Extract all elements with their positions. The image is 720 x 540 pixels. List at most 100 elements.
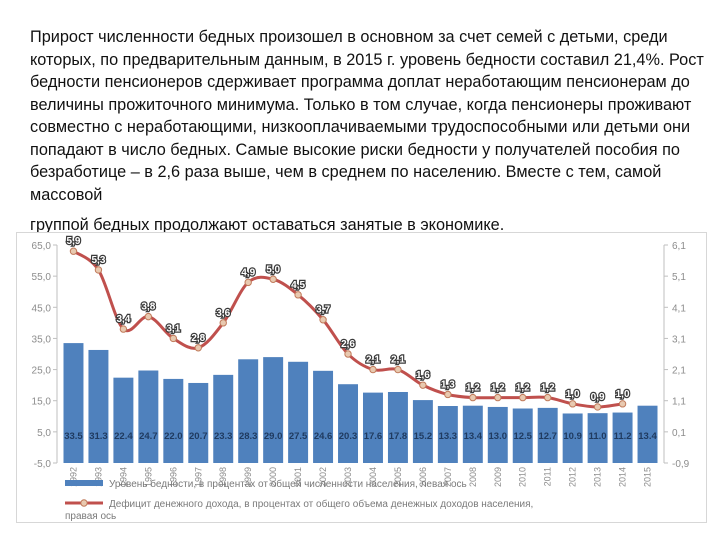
bar [88, 349, 109, 463]
x-axis-tick-label: 2008 [468, 467, 478, 487]
x-axis-tick-label: 1999 [243, 467, 253, 487]
bar [138, 370, 159, 463]
bar-value-label: 12.5 [513, 431, 532, 442]
bar [288, 361, 309, 463]
line-value-label: 0,9 [591, 392, 605, 403]
line-point [144, 312, 153, 321]
left-axis-tick-label: 15,0 [32, 397, 52, 408]
bar-value-label: 24.6 [314, 431, 333, 442]
bar [63, 343, 84, 463]
line-point [294, 291, 302, 299]
slide-paragraph-last-line: группой бедных продолжают оставаться зан… [30, 216, 505, 234]
bar-value-label: 11.0 [589, 431, 607, 442]
line-value-label: 1,2 [491, 383, 505, 394]
bar-value-label: 13.4 [638, 431, 657, 442]
line-value-label: 3,1 [166, 323, 180, 334]
legend-entry-bars: Уровень бедности, в процентах от общей ч… [109, 478, 467, 490]
bar-value-label: 20.7 [189, 431, 208, 442]
line-value-label: 2,6 [341, 339, 355, 350]
slide-paragraph: Прирост численности бедных произошел в о… [30, 28, 704, 204]
bar-value-label: 13.0 [489, 431, 508, 442]
poverty-chart: -5,0 5,0 15,0 25,0 35,0 45,0 55,0 65,0 -0,9 0,1 1,… [32, 235, 690, 522]
x-axis-tick-label: 2004 [368, 467, 378, 487]
bar-value-label: 28.3 [239, 431, 258, 442]
bar [562, 413, 583, 463]
line-value-label: 4,9 [241, 267, 255, 278]
line-point [568, 400, 577, 408]
right-axis-tick-label: 2,1 [672, 366, 686, 377]
line-value-label: 1,0 [616, 389, 630, 400]
line-value-label: 5,9 [67, 236, 81, 247]
chart-frame: -5,0 5,0 15,0 25,0 35,0 45,0 55,0 65,0 -0,9 0,1 1,… [16, 232, 707, 523]
bar-value-label: 20.3 [339, 431, 358, 442]
line-value-label: 1,6 [416, 370, 430, 381]
bar-value-label: 23.3 [214, 431, 233, 442]
bar [263, 357, 284, 463]
line-point [269, 275, 277, 283]
bar [462, 405, 483, 463]
bar-value-label: 11.2 [614, 431, 632, 442]
right-axis-tick-label: 3,1 [672, 334, 686, 345]
legend-entry-line: Дефицит денежного дохода, в процентах от… [109, 498, 533, 510]
line-value-label: 3,8 [141, 302, 155, 313]
line-value-label: 3,4 [116, 314, 130, 325]
bar [213, 374, 234, 463]
bar-value-label: 22.0 [164, 431, 183, 442]
line-value-label: 2,8 [191, 333, 205, 344]
line-value-label: 1,2 [466, 383, 480, 394]
bar-value-label: 10.9 [563, 431, 582, 442]
x-axis-tick-label: 2006 [418, 467, 428, 487]
bar [512, 408, 533, 463]
bar-value-label: 24.7 [139, 431, 158, 442]
line-point [219, 319, 227, 327]
bar-value-label: 17.6 [364, 431, 383, 442]
x-axis-tick-label: 2001 [293, 467, 303, 487]
line-value-label: 5,3 [91, 255, 105, 266]
bar-value-label: 15.2 [414, 431, 433, 442]
bar-value-label: 13.3 [439, 431, 458, 442]
line-point [618, 400, 627, 408]
line-point [394, 365, 402, 374]
bar [537, 407, 558, 463]
line-point [119, 325, 128, 333]
bar [113, 377, 134, 463]
line-value-label: 2,1 [366, 355, 380, 366]
x-axis-tick-label: 2015 [643, 467, 653, 487]
bar [163, 378, 184, 463]
bar-value-label: 13.4 [464, 431, 483, 442]
line-value-label: 5,0 [266, 264, 280, 275]
slide-text: Прирост численности бедных произошел в о… [30, 26, 710, 237]
line-point [244, 278, 252, 287]
bar-value-label: 22.4 [114, 431, 133, 442]
bar-value-label: 33.5 [64, 431, 83, 442]
bar [412, 400, 433, 463]
line-value-label: 4,5 [291, 280, 305, 291]
x-axis-tick-label: 1998 [218, 467, 228, 487]
bar [387, 391, 408, 463]
bar-value-label: 27.5 [289, 431, 308, 442]
line-point [169, 334, 178, 343]
line-value-label: 2,1 [391, 355, 405, 366]
left-axis-tick-label: 65,0 [32, 241, 52, 252]
legend-entry-line-cont: правая ось [65, 511, 116, 522]
right-axis-tick-label: 0,1 [672, 428, 686, 439]
bar-value-label: 17.8 [389, 431, 408, 442]
bar [612, 412, 633, 463]
x-axis-tick-label: 2002 [318, 467, 328, 487]
left-axis-tick-label: 25,0 [32, 366, 52, 377]
right-axis-tick-label: -0,9 [672, 459, 690, 470]
x-axis-tick-label: 2010 [518, 467, 528, 487]
legend-marker-line [80, 499, 88, 507]
x-axis-tick-label: 2014 [618, 467, 628, 487]
line-point [319, 316, 327, 324]
line-point [494, 393, 502, 402]
x-axis-tick-label: 2000 [268, 467, 278, 487]
x-axis-tick-label: 2003 [343, 467, 353, 487]
bar [238, 359, 259, 463]
x-axis-tick-label: 2005 [393, 467, 403, 487]
line-value-label: 3,6 [216, 308, 230, 319]
bar [338, 384, 359, 463]
line-value-label: 1,0 [566, 389, 580, 400]
bar-value-label: 29.0 [264, 431, 283, 442]
line-value-label: 3,7 [316, 305, 330, 316]
